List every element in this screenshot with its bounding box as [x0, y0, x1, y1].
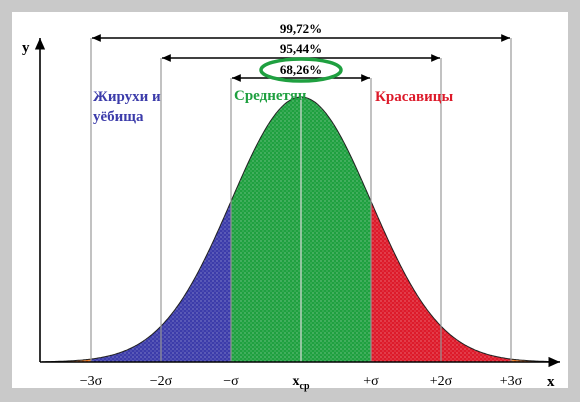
tick-label: −2σ [150, 374, 173, 389]
tick-label: −3σ [80, 374, 103, 389]
interval-label: 68,26% [280, 62, 322, 77]
highlight-ring [259, 57, 343, 83]
tick-label: +σ [363, 374, 379, 389]
y-axis-label: y [22, 40, 30, 56]
x-axis-label: x [547, 374, 555, 390]
tick-label: +3σ [500, 374, 523, 389]
interval-brackets: 99,72% 95,44% 68,26% [92, 21, 510, 82]
label-left-line1: Жирухи и [93, 89, 161, 105]
label-right: Красавицы [375, 89, 453, 105]
tick-label: +2σ [430, 374, 453, 389]
interval-label: 99,72% [280, 21, 322, 36]
tick-label: −σ [223, 374, 239, 389]
sigma-guide-lines [90, 38, 512, 362]
label-left-line2: уёбища [93, 109, 144, 125]
sigma-tick-labels: −3σ −2σ −σ xср +σ +2σ +3σ [80, 374, 523, 392]
interval-label: 95,44% [280, 41, 322, 56]
label-middle: Среднетян [234, 88, 307, 104]
